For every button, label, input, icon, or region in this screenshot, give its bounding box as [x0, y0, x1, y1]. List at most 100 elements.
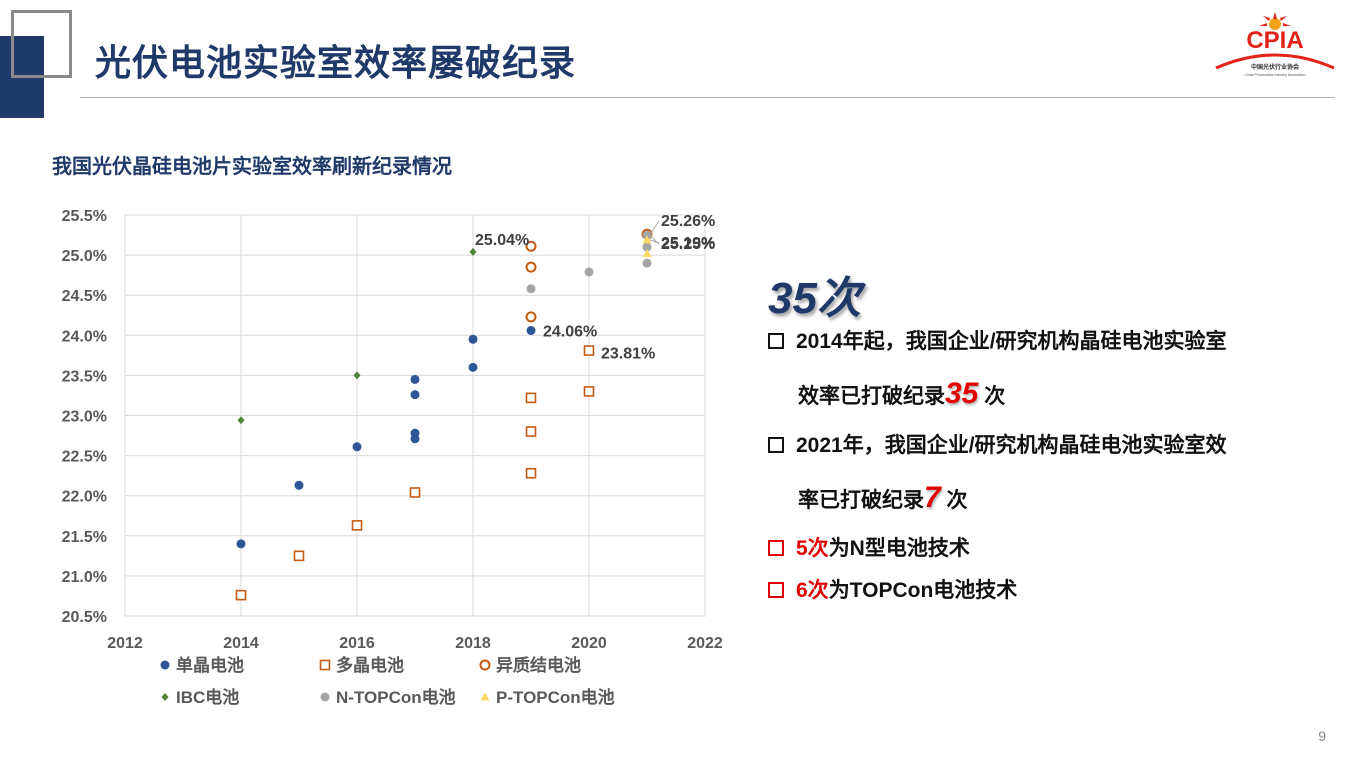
data-label: 24.06% [543, 323, 597, 340]
legend-marker [319, 659, 331, 671]
legend-label: 单晶电池 [176, 655, 244, 675]
data-point [235, 589, 247, 601]
bullet-square-icon [768, 437, 784, 453]
data-point [353, 371, 361, 380]
chart-annotations: 25.04% 24.06%23.81% 25.26% 25.25%25.19% [475, 213, 715, 362]
bullet-red-count: 6次 [796, 579, 829, 602]
headline-record-count: 35次 [768, 274, 861, 323]
label-leader-line [649, 239, 660, 244]
cpia-logo: CPIA 中国光伏行业协会 China Photovoltaic Industr… [1215, 12, 1335, 77]
bullet-highlight-number: 7 [924, 481, 941, 514]
y-tick-label: 21.0% [62, 569, 107, 586]
data-point [351, 520, 363, 531]
x-tick-label: 2018 [455, 635, 491, 652]
data-point [526, 325, 536, 335]
y-tick-label: 23.5% [62, 368, 107, 385]
legend-label: N-TOPCon电池 [336, 687, 456, 707]
logo-swoosh [1215, 53, 1335, 70]
page-number: 9 [1318, 728, 1326, 744]
data-point [525, 426, 537, 437]
data-point [525, 392, 537, 404]
data-point [642, 242, 652, 252]
data-label: 25.04% [475, 232, 529, 249]
x-tick-label: 2012 [107, 635, 143, 652]
y-tick-label: 22.5% [62, 449, 107, 466]
legend-marker [479, 659, 491, 671]
legend-marker [160, 660, 170, 670]
bullet-item-red: 5次为N型电池技术 [768, 528, 1328, 570]
header-divider [80, 97, 1335, 98]
data-point [642, 258, 652, 268]
bullet-item-red: 6次为TOPCon电池技术 [768, 570, 1328, 612]
efficiency-scatter-chart: 20.5% 21.0% 21.5% 22.0% 22.5% 23.0% 23.5% 24.0%… [62, 208, 723, 707]
data-point [468, 334, 478, 344]
bullet-square-icon [768, 333, 784, 349]
bullet-line2-tail: 次 [984, 385, 1006, 408]
data-point [410, 374, 420, 384]
legend-label: 多晶电池 [336, 655, 404, 675]
logo-subtitle: 中国光伏行业协会 [1251, 63, 1300, 71]
label-leader-line [649, 220, 660, 235]
data-label: 23.81% [601, 346, 655, 363]
summary-bullets: 2014年起，我国企业/研究机构晶硅电池实验室 效率已打破纪录35 次 2021… [768, 320, 1328, 612]
data-point [237, 416, 245, 425]
bullet-line2-tail: 次 [946, 489, 968, 512]
logo-subtitle-en: China Photovoltaic Industry Association [1244, 73, 1305, 77]
legend-label: P-TOPCon电池 [496, 687, 615, 707]
data-point [293, 550, 305, 562]
data-point [584, 267, 594, 277]
y-tick-label: 22.0% [62, 489, 107, 506]
chart-title: 我国光伏晶硅电池片实验室效率刷新纪录情况 [52, 156, 452, 178]
logo-text: CPIA [1246, 27, 1303, 54]
chart-legend: 单晶电池 多晶电池 异质结电池 IBC电池 N-TOPCon电池 P-TOPCon电池 [160, 655, 615, 707]
y-tick-label: 21.5% [62, 529, 107, 546]
data-label: 25.25% [661, 236, 715, 253]
bullet-square-icon-red [768, 540, 784, 556]
bullet-square-icon-red [768, 582, 784, 598]
data-point [525, 467, 537, 479]
x-tick-label: 2014 [223, 635, 259, 652]
y-tick-label: 24.0% [62, 328, 107, 345]
data-label: 25.26% [661, 213, 715, 230]
x-tick-label: 2016 [339, 635, 375, 652]
data-point [642, 235, 652, 244]
header-decoration-frame [11, 10, 72, 78]
bullet-line2: 率已打破纪录 [798, 489, 924, 512]
data-point [410, 428, 420, 438]
data-point [583, 345, 595, 356]
bullet-line1: 2014年起，我国企业/研究机构晶硅电池实验室 [796, 330, 1227, 353]
data-point [525, 240, 537, 252]
bullet-text: 为TOPCon电池技术 [828, 579, 1018, 602]
y-tick-label: 20.5% [62, 609, 107, 626]
chart-grid [124, 214, 706, 617]
chart-axes: 20.5% 21.0% 21.5% 22.0% 22.5% 23.0% 23.5% 24.0%… [62, 208, 723, 652]
logo-sunburst-icon [1259, 12, 1291, 30]
y-tick-label: 25.5% [62, 208, 107, 225]
bullet-red-count: 5次 [796, 537, 829, 560]
y-tick-label: 25.0% [62, 248, 107, 265]
plot-area-border [124, 214, 706, 617]
y-tick-label: 23.0% [62, 409, 107, 426]
x-tick-label: 2022 [687, 635, 723, 652]
data-point [583, 386, 595, 397]
bullet-line1: 2021年，我国企业/研究机构晶硅电池实验室效 [796, 434, 1227, 457]
data-point [409, 487, 421, 498]
data-label: 25.19% [661, 235, 715, 252]
data-point [410, 390, 420, 400]
y-tick-label: 24.5% [62, 288, 107, 305]
data-point [642, 248, 652, 257]
legend-marker [480, 692, 490, 701]
data-point [294, 480, 304, 490]
legend-marker [320, 692, 330, 702]
data-point [352, 442, 362, 452]
bullet-item: 2014年起，我国企业/研究机构晶硅电池实验室 效率已打破纪录35 次 [768, 320, 1328, 424]
data-point [526, 284, 536, 294]
slide-title: 光伏电池实验室效率屡破纪录 [95, 42, 577, 83]
bullet-text: 为N型电池技术 [828, 537, 970, 560]
data-point [525, 261, 537, 273]
data-point [525, 311, 537, 323]
data-point [236, 539, 246, 549]
bullet-line2: 效率已打破纪录 [798, 385, 945, 408]
data-point [468, 362, 478, 372]
legend-marker [161, 693, 169, 701]
